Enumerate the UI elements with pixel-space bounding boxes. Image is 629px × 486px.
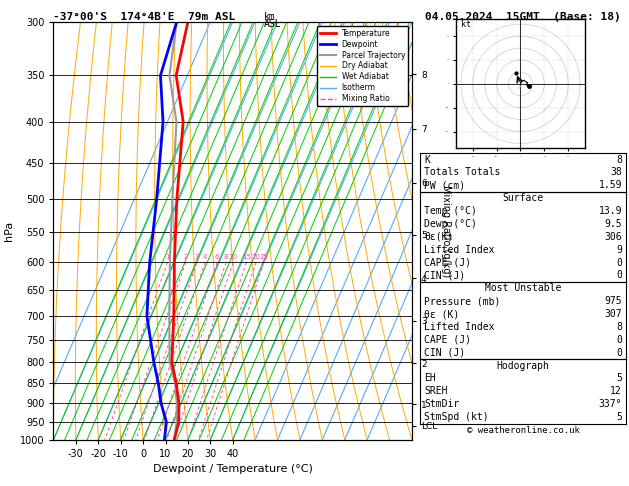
- Text: Dewp (°C): Dewp (°C): [424, 219, 477, 229]
- Text: Pressure (mb): Pressure (mb): [424, 296, 500, 306]
- Text: Temp (°C): Temp (°C): [424, 206, 477, 216]
- Text: 10: 10: [228, 254, 238, 260]
- Text: 3: 3: [194, 254, 199, 260]
- Text: K: K: [424, 155, 430, 165]
- Text: 0: 0: [616, 270, 622, 280]
- Text: θε (K): θε (K): [424, 309, 459, 319]
- Text: θε(K): θε(K): [424, 232, 454, 242]
- Text: kt: kt: [461, 19, 471, 29]
- Text: 15: 15: [242, 254, 251, 260]
- Text: CIN (J): CIN (J): [424, 270, 465, 280]
- Text: 5: 5: [616, 412, 622, 422]
- Text: 12: 12: [610, 386, 622, 397]
- Text: Most Unstable: Most Unstable: [485, 283, 561, 294]
- Text: 337°: 337°: [599, 399, 622, 409]
- Text: 0: 0: [616, 348, 622, 358]
- Text: 4: 4: [203, 254, 208, 260]
- Text: PW (cm): PW (cm): [424, 180, 465, 191]
- Text: -37°00'S  174°4B'E  79m ASL: -37°00'S 174°4B'E 79m ASL: [53, 12, 236, 22]
- Text: 8: 8: [616, 155, 622, 165]
- Text: StmSpd (kt): StmSpd (kt): [424, 412, 489, 422]
- Text: 1: 1: [165, 254, 170, 260]
- Text: EH: EH: [424, 373, 436, 383]
- Y-axis label: Mixing Ratio (g/kg): Mixing Ratio (g/kg): [441, 185, 451, 277]
- Text: 20: 20: [252, 254, 260, 260]
- Text: 9: 9: [616, 244, 622, 255]
- Text: 307: 307: [604, 309, 622, 319]
- Text: 306: 306: [604, 232, 622, 242]
- Text: Lifted Index: Lifted Index: [424, 322, 494, 332]
- Text: CAPE (J): CAPE (J): [424, 335, 471, 345]
- Text: 6: 6: [215, 254, 220, 260]
- Text: km: km: [264, 12, 276, 22]
- Text: CAPE (J): CAPE (J): [424, 258, 471, 268]
- Text: 13.9: 13.9: [599, 206, 622, 216]
- Text: 5: 5: [616, 373, 622, 383]
- Text: 8: 8: [224, 254, 228, 260]
- Text: Lifted Index: Lifted Index: [424, 244, 494, 255]
- Text: 04.05.2024  15GMT  (Base: 18): 04.05.2024 15GMT (Base: 18): [425, 12, 620, 22]
- Text: SREH: SREH: [424, 386, 447, 397]
- Text: 8: 8: [616, 322, 622, 332]
- Text: 0: 0: [616, 335, 622, 345]
- Text: © weatheronline.co.uk: © weatheronline.co.uk: [467, 426, 579, 435]
- Text: Totals Totals: Totals Totals: [424, 167, 500, 177]
- Text: Surface: Surface: [503, 193, 543, 203]
- Text: StmDir: StmDir: [424, 399, 459, 409]
- Text: 9.5: 9.5: [604, 219, 622, 229]
- Text: 2: 2: [184, 254, 188, 260]
- Text: Hodograph: Hodograph: [496, 361, 550, 371]
- Text: CIN (J): CIN (J): [424, 348, 465, 358]
- Legend: Temperature, Dewpoint, Parcel Trajectory, Dry Adiabat, Wet Adiabat, Isotherm, Mi: Temperature, Dewpoint, Parcel Trajectory…: [317, 26, 408, 106]
- X-axis label: Dewpoint / Temperature (°C): Dewpoint / Temperature (°C): [153, 465, 313, 474]
- Text: 0: 0: [616, 258, 622, 268]
- Text: 25: 25: [259, 254, 268, 260]
- Text: 975: 975: [604, 296, 622, 306]
- Text: 38: 38: [610, 167, 622, 177]
- Text: ASL: ASL: [264, 19, 282, 30]
- Y-axis label: hPa: hPa: [4, 221, 14, 241]
- Text: 1.59: 1.59: [599, 180, 622, 191]
